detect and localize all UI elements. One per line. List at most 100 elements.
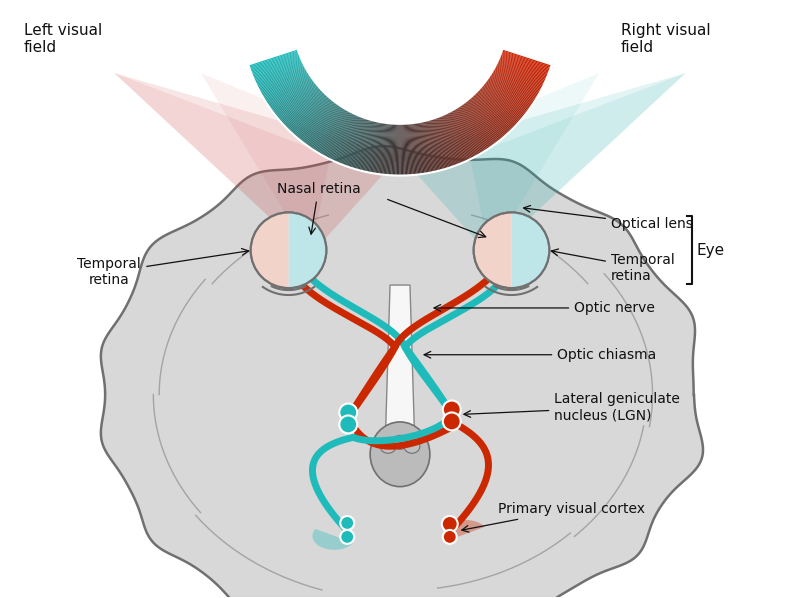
Polygon shape [357,120,372,170]
Polygon shape [275,83,316,116]
Polygon shape [424,121,437,172]
Polygon shape [378,123,386,174]
Polygon shape [354,120,370,169]
Polygon shape [286,91,323,128]
Polygon shape [470,97,505,137]
Polygon shape [482,85,522,119]
Polygon shape [501,52,550,71]
Polygon shape [377,123,385,174]
Polygon shape [328,112,353,159]
Polygon shape [273,81,314,113]
Polygon shape [318,108,346,154]
Polygon shape [420,122,431,173]
Polygon shape [293,96,329,135]
Polygon shape [312,106,342,150]
Polygon shape [260,68,306,94]
Text: Left visual
field: Left visual field [24,23,102,56]
Polygon shape [375,123,384,174]
Polygon shape [308,104,338,147]
Text: Lateral geniculate
nucleus (LGN): Lateral geniculate nucleus (LGN) [464,392,680,423]
Polygon shape [480,87,520,122]
Polygon shape [385,285,415,449]
Polygon shape [413,123,421,175]
Polygon shape [101,146,703,598]
Polygon shape [249,50,298,67]
Polygon shape [361,121,374,171]
Polygon shape [490,74,534,103]
Polygon shape [446,113,470,160]
Polygon shape [483,84,524,117]
Polygon shape [315,108,344,152]
Polygon shape [425,121,438,172]
Polygon shape [441,115,462,164]
Polygon shape [393,124,396,175]
Polygon shape [499,56,548,77]
Polygon shape [114,73,330,255]
Polygon shape [444,520,485,541]
Polygon shape [266,74,310,103]
Polygon shape [463,103,494,145]
Polygon shape [461,105,491,148]
Polygon shape [365,121,377,172]
Polygon shape [418,122,429,173]
Polygon shape [498,60,546,82]
Polygon shape [356,120,371,170]
Polygon shape [495,65,542,90]
Polygon shape [288,93,326,131]
Polygon shape [251,54,300,74]
Polygon shape [395,124,398,176]
Circle shape [339,404,357,422]
Polygon shape [434,118,450,167]
Text: Right visual
field: Right visual field [621,23,710,56]
Polygon shape [493,69,538,96]
Polygon shape [381,123,388,175]
Polygon shape [453,109,480,155]
Polygon shape [490,75,533,105]
Polygon shape [406,124,411,175]
Polygon shape [452,110,478,155]
Polygon shape [280,87,320,122]
Polygon shape [502,51,550,69]
Polygon shape [250,54,299,73]
Polygon shape [371,122,382,173]
Text: Optical lens: Optical lens [523,206,693,231]
Polygon shape [259,67,306,93]
Polygon shape [465,101,498,143]
Polygon shape [419,122,430,173]
Polygon shape [473,95,509,133]
Polygon shape [428,120,443,170]
Polygon shape [489,77,532,106]
Polygon shape [494,67,541,93]
Polygon shape [409,123,414,175]
Polygon shape [465,102,497,144]
Polygon shape [358,120,373,170]
Polygon shape [302,100,334,142]
Polygon shape [410,123,417,175]
Polygon shape [363,121,376,172]
Polygon shape [448,112,473,158]
Polygon shape [346,117,364,166]
Polygon shape [249,50,298,68]
Polygon shape [432,119,448,169]
Polygon shape [411,123,418,175]
Polygon shape [289,212,326,288]
Polygon shape [400,73,686,255]
Polygon shape [322,110,349,156]
Polygon shape [501,53,550,72]
Polygon shape [486,81,527,113]
Text: Nasal retina: Nasal retina [277,182,360,234]
Polygon shape [324,111,350,157]
Polygon shape [492,72,537,99]
Polygon shape [254,60,302,82]
Circle shape [443,401,461,419]
Polygon shape [313,529,354,550]
Polygon shape [362,121,375,172]
Polygon shape [462,104,492,147]
Polygon shape [278,85,318,119]
Polygon shape [330,113,354,160]
Polygon shape [496,65,542,89]
Polygon shape [470,98,504,138]
Polygon shape [394,124,397,175]
Polygon shape [317,108,345,152]
Polygon shape [458,106,488,150]
